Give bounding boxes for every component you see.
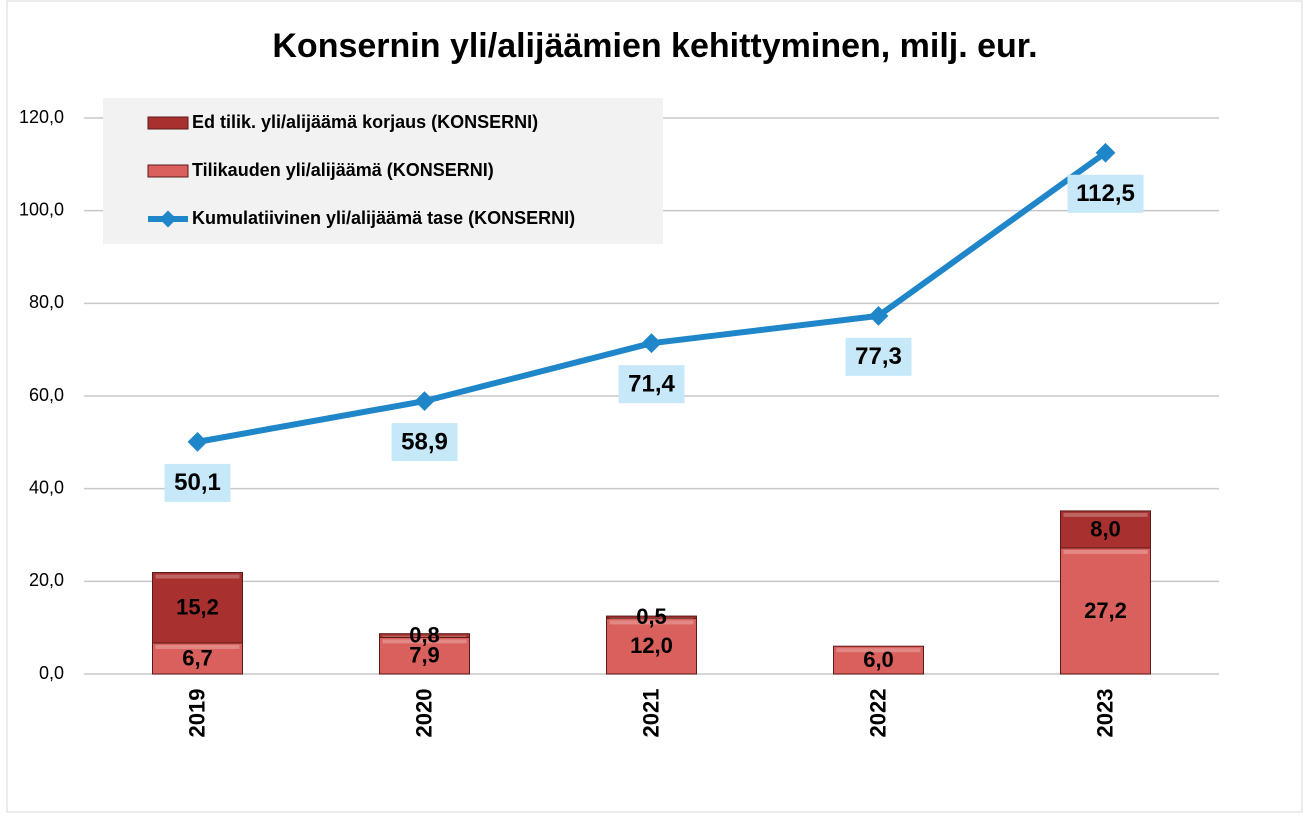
- line-marker: [641, 333, 662, 354]
- bar-bevel: [836, 648, 921, 653]
- bar-value-label: 0,5: [636, 604, 667, 629]
- bar-bevel: [155, 644, 240, 649]
- legend-label: Tilikauden yli/alijäämä (KONSERNI): [192, 160, 494, 180]
- bar-segment: [1060, 547, 1151, 675]
- bar-segment: [606, 615, 697, 619]
- bar-segment: [152, 572, 243, 644]
- bar-bevel: [1063, 512, 1148, 517]
- bar-segment: [606, 617, 697, 675]
- y-tick-label: 120,0: [19, 107, 64, 127]
- bar-bevel: [382, 635, 467, 637]
- legend-swatch: [147, 116, 189, 130]
- y-tick-label: 100,0: [19, 199, 64, 219]
- line-value-label: 71,4: [628, 371, 675, 398]
- bar-value-label: 7,9: [409, 643, 440, 668]
- line-value-label: 77,3: [855, 343, 902, 370]
- bar-value-label: 8,0: [1090, 516, 1121, 541]
- bar-value-label: 0,8: [409, 622, 440, 647]
- legend-label: Ed tilik. yli/alijäämä korjaus (KONSERNI…: [192, 112, 538, 132]
- bar-bevel: [382, 639, 467, 644]
- bar-bevel: [155, 574, 240, 579]
- line-marker: [868, 305, 889, 326]
- label-box: [1067, 174, 1144, 213]
- legend-swatch: [147, 164, 189, 178]
- legend-label: Kumulatiivinen yli/alijäämä tase (KONSER…: [192, 208, 575, 228]
- line-value-label: 50,1: [174, 469, 221, 496]
- bar-bevel: [609, 620, 694, 625]
- legend-box: [103, 98, 663, 244]
- y-tick-label: 60,0: [29, 385, 64, 405]
- x-tick-label: 2020: [411, 689, 436, 738]
- bar-segment: [833, 645, 924, 675]
- x-tick-label: 2019: [184, 689, 209, 738]
- bar-value-label: 6,0: [863, 647, 894, 672]
- label-box: [618, 365, 685, 404]
- bar-segment: [379, 633, 470, 638]
- line-marker: [414, 391, 435, 411]
- x-tick-label: 2022: [865, 689, 890, 738]
- x-tick-label: 2023: [1092, 689, 1117, 738]
- bar-bevel: [1063, 549, 1148, 554]
- bar-value-label: 6,7: [182, 645, 213, 670]
- bar-value-label: 27,2: [1084, 598, 1127, 623]
- bar-segment: [152, 642, 243, 675]
- line-marker: [1095, 142, 1116, 163]
- bar-segment: [379, 636, 470, 675]
- legend-marker: [159, 210, 177, 228]
- line-marker: [187, 431, 208, 452]
- chart-title: Konsernin yli/alijäämien kehittyminen, m…: [272, 27, 1037, 65]
- y-tick-label: 0,0: [39, 663, 64, 683]
- label-box: [391, 423, 458, 462]
- bar-bevel: [609, 618, 694, 619]
- legend: Ed tilik. yli/alijäämä korjaus (KONSERNI…: [103, 98, 663, 244]
- x-tick-label: 2021: [638, 689, 663, 738]
- bar-value-label: 15,2: [176, 595, 219, 620]
- y-tick-label: 20,0: [29, 570, 64, 590]
- y-tick-label: 80,0: [29, 292, 64, 312]
- y-tick-label: 40,0: [29, 477, 64, 497]
- line-value-label: 112,5: [1076, 180, 1135, 207]
- line-value-label: 58,9: [401, 428, 448, 455]
- label-box: [164, 463, 231, 502]
- bar-value-label: 12,0: [630, 633, 673, 658]
- label-box: [845, 337, 912, 376]
- bar-segment: [1060, 510, 1151, 549]
